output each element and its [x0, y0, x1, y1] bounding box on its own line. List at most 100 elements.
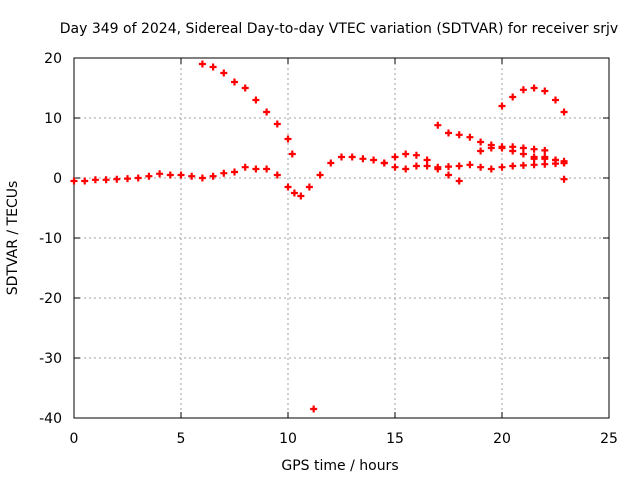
y-tick-label: 20: [44, 51, 62, 67]
data-point: [477, 138, 485, 146]
data-points: [70, 60, 568, 413]
series-track-right-band: [477, 143, 549, 155]
data-point: [102, 176, 110, 184]
data-point: [445, 129, 452, 137]
data-point: [455, 177, 463, 185]
y-tick-label: 0: [53, 171, 62, 187]
data-point: [81, 177, 89, 185]
data-point: [316, 171, 324, 179]
grid-lines: [74, 58, 609, 418]
data-point: [519, 150, 527, 158]
data-point: [209, 172, 217, 180]
data-point: [359, 155, 367, 163]
data-point: [541, 153, 549, 161]
data-point: [91, 176, 99, 184]
data-point: [380, 159, 388, 167]
x-tick-label: 5: [177, 431, 186, 447]
y-axis-label: SDTVAR / TECUs: [5, 181, 21, 296]
series-track-right-low: [530, 153, 568, 167]
data-point: [113, 175, 121, 183]
data-point: [134, 174, 142, 182]
data-point: [177, 171, 185, 179]
data-point: [498, 163, 506, 171]
data-point: [284, 183, 292, 191]
data-point: [509, 143, 517, 151]
data-point: [241, 163, 249, 171]
data-point: [423, 156, 431, 164]
data-point: [434, 121, 442, 129]
data-point: [263, 108, 271, 116]
y-tick-label: -30: [39, 351, 62, 367]
data-point: [498, 143, 506, 151]
data-point: [284, 135, 292, 143]
series-track-arc-top: [498, 84, 568, 116]
data-point: [402, 165, 410, 173]
data-point: [310, 405, 318, 413]
x-tick-label: 15: [386, 431, 404, 447]
x-tick-label: 0: [70, 431, 79, 447]
series-track-upper-right: [434, 121, 568, 165]
data-point: [124, 175, 131, 183]
data-point: [327, 159, 335, 167]
data-point: [391, 163, 399, 171]
data-point: [288, 150, 296, 158]
y-tick-label: 10: [44, 111, 62, 127]
data-point: [188, 172, 196, 180]
data-point: [273, 171, 281, 179]
data-point: [509, 162, 517, 170]
series-track-descending: [198, 60, 296, 158]
data-point: [560, 175, 568, 183]
data-point: [290, 189, 298, 197]
data-point: [70, 177, 78, 185]
data-point: [263, 165, 271, 173]
data-point: [412, 162, 420, 170]
data-point: [231, 168, 238, 176]
data-point: [477, 163, 485, 171]
data-point: [338, 153, 345, 161]
y-axis-ticks: -40 -30 -20 -10 0 10 20: [39, 51, 609, 427]
x-axis-label: GPS time / hours: [281, 458, 398, 474]
data-point: [541, 146, 549, 154]
data-point: [560, 108, 568, 116]
series-track-mid-arc: [380, 150, 463, 185]
data-point: [297, 192, 305, 200]
data-point: [466, 161, 474, 169]
data-point: [530, 84, 538, 92]
data-point: [455, 162, 463, 170]
data-point: [434, 165, 442, 173]
chart-title: Day 349 of 2024, Sidereal Day-to-day VTE…: [60, 21, 618, 37]
data-point: [273, 120, 281, 128]
data-point: [455, 131, 463, 139]
data-point: [541, 87, 549, 95]
data-point: [509, 93, 517, 101]
data-point: [198, 174, 206, 182]
data-point: [487, 165, 495, 173]
data-point: [209, 63, 217, 71]
data-point: [530, 161, 538, 169]
y-tick-label: -10: [39, 231, 62, 247]
series-outliers: [310, 175, 568, 413]
x-tick-label: 25: [600, 431, 618, 447]
data-point: [231, 78, 238, 86]
data-point: [552, 156, 559, 164]
data-point: [519, 86, 527, 94]
data-point: [519, 144, 527, 152]
data-point: [305, 183, 313, 191]
data-point: [241, 84, 249, 92]
data-point: [220, 69, 228, 77]
y-tick-label: -40: [39, 411, 62, 427]
data-point: [402, 150, 410, 158]
x-tick-label: 20: [493, 431, 511, 447]
data-point: [477, 147, 485, 155]
data-point: [487, 144, 495, 152]
x-tick-label: 10: [279, 431, 297, 447]
data-point: [412, 151, 420, 159]
data-point: [552, 96, 559, 104]
data-point: [370, 156, 378, 164]
data-point: [156, 170, 164, 178]
data-point: [445, 171, 452, 179]
data-point: [530, 145, 538, 153]
y-tick-label: -20: [39, 291, 62, 307]
x-axis-ticks: 0 5 10 15 20 25: [70, 58, 618, 447]
